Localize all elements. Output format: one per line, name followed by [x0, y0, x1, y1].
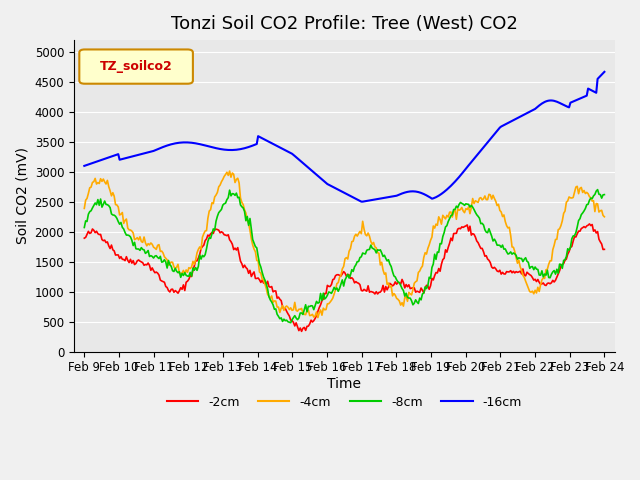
-4cm [98, 179, 106, 184]
-2cm [98, 237, 106, 242]
Line: -4cm: -4cm [84, 171, 604, 318]
Y-axis label: Soil CO2 (mV): Soil CO2 (mV) [15, 147, 29, 244]
Title: Tonzi Soil CO2 Profile: Tree (West) CO2: Tonzi Soil CO2 Profile: Tree (West) CO2 [171, 15, 518, 33]
-8cm [349, 268, 357, 274]
-16cm [81, 163, 88, 169]
-2cm [115, 252, 122, 258]
-16cm [452, 177, 460, 183]
-4cm [600, 214, 608, 220]
-8cm [115, 219, 122, 225]
-2cm [530, 277, 538, 283]
Line: -16cm: -16cm [84, 72, 604, 202]
-8cm [81, 225, 88, 230]
-4cm [314, 315, 322, 321]
-4cm [599, 213, 607, 218]
-16cm [600, 69, 608, 75]
-16cm [348, 194, 356, 200]
-4cm [115, 204, 122, 210]
-2cm [298, 328, 305, 334]
-16cm [359, 199, 367, 204]
-8cm [287, 320, 294, 325]
-8cm [530, 267, 538, 273]
Text: TZ_soilco2: TZ_soilco2 [100, 60, 172, 73]
-16cm [598, 72, 605, 78]
-4cm [454, 206, 461, 212]
X-axis label: Time: Time [327, 377, 362, 391]
-2cm [452, 230, 460, 236]
-4cm [531, 288, 539, 293]
-2cm [600, 246, 608, 252]
-16cm [98, 157, 106, 163]
-16cm [530, 107, 538, 112]
Line: -2cm: -2cm [84, 224, 604, 331]
Line: -8cm: -8cm [84, 190, 604, 323]
FancyBboxPatch shape [79, 49, 193, 84]
-8cm [594, 187, 602, 192]
-16cm [115, 151, 122, 157]
-8cm [599, 192, 607, 198]
-2cm [586, 221, 593, 227]
-4cm [226, 168, 234, 174]
-2cm [599, 247, 607, 252]
-4cm [351, 233, 358, 239]
-2cm [81, 235, 88, 241]
-2cm [349, 276, 357, 282]
-8cm [98, 204, 106, 210]
-8cm [452, 203, 460, 209]
-4cm [81, 205, 88, 211]
-8cm [600, 192, 608, 197]
Legend: -2cm, -4cm, -8cm, -16cm: -2cm, -4cm, -8cm, -16cm [162, 391, 527, 414]
